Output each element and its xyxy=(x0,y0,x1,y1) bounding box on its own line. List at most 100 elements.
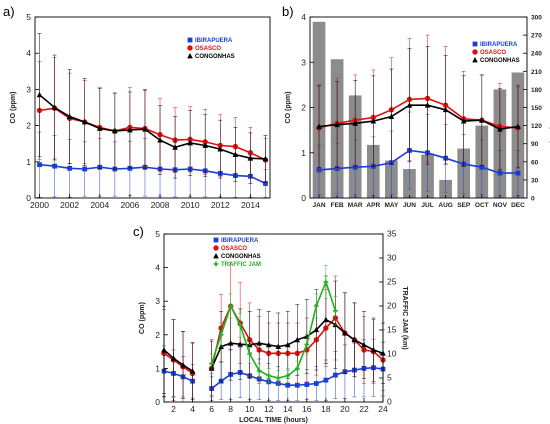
y-tick-label: 4 xyxy=(301,12,306,22)
data-point xyxy=(265,341,272,348)
data-point xyxy=(316,123,322,129)
y-tick-label: 2 xyxy=(301,103,306,113)
data-point xyxy=(67,165,73,171)
y-tick-label: 5 xyxy=(26,12,31,22)
y2-tick-label: 5 xyxy=(387,373,392,383)
legend-marker xyxy=(213,237,219,243)
data-point xyxy=(180,362,186,368)
legend-marker xyxy=(187,37,193,43)
panel-b: 0 1 2 3 4 0 30 60 90 120 150 180 210 240 270 300 JAN FEB M… xyxy=(282,4,550,209)
x-tick-label: 8 xyxy=(228,404,233,414)
y-tick-label: 0 xyxy=(26,193,31,203)
data-point xyxy=(52,163,57,169)
data-point xyxy=(479,164,485,170)
data-point xyxy=(351,336,358,343)
legend-label: OSASCO xyxy=(480,50,506,56)
x-tick-label: 2002 xyxy=(60,200,79,210)
data-point xyxy=(217,146,224,152)
data-point xyxy=(284,341,291,348)
legend-marker xyxy=(213,253,219,259)
legend-marker xyxy=(472,41,478,47)
x-tick-label: 2004 xyxy=(90,200,109,210)
data-point xyxy=(323,377,329,383)
y2-tick-label: 0 xyxy=(531,196,535,203)
data-point xyxy=(142,126,148,132)
y2-tick-label: 30 xyxy=(387,253,397,263)
data-point xyxy=(172,144,178,150)
series-line xyxy=(318,149,518,174)
data-point xyxy=(334,121,340,128)
data-point xyxy=(266,373,272,378)
y2-tick-label: 300 xyxy=(531,15,542,22)
legend-marker xyxy=(213,245,219,251)
y2-tick-label: 90 xyxy=(531,141,539,148)
data-point xyxy=(82,166,88,172)
x-tick-label: MAY xyxy=(384,202,399,209)
y-tick-label: 1 xyxy=(26,157,31,167)
y2-tick-label: 20 xyxy=(387,301,397,311)
data-point xyxy=(262,155,269,162)
y-tick-label: 0 xyxy=(301,193,306,203)
data-point xyxy=(332,308,338,314)
legend-marker xyxy=(472,57,478,63)
data-point xyxy=(170,355,177,361)
series-line xyxy=(39,107,266,161)
y2-tick-label: 25 xyxy=(387,277,397,287)
data-point xyxy=(370,118,377,124)
series-line xyxy=(163,366,384,390)
y-tick-label: 4 xyxy=(26,48,31,58)
legend-marker xyxy=(213,261,219,267)
y2-tick-label: 210 xyxy=(531,69,542,76)
x-tick-label: 12 xyxy=(264,404,274,414)
data-point xyxy=(515,170,521,176)
x-tick-label: SEP xyxy=(457,202,471,209)
data-point xyxy=(127,126,133,133)
x-tick-label: 2012 xyxy=(211,200,230,210)
y-tick-label: 4 xyxy=(155,263,160,273)
data-point xyxy=(189,368,196,374)
y2-tick-label: 270 xyxy=(531,33,542,40)
x-tick-label: 2010 xyxy=(181,200,200,210)
panel-label: c) xyxy=(133,224,144,239)
series-line xyxy=(210,279,337,379)
x-tick-label: 18 xyxy=(321,404,331,414)
x-tick-label: 4 xyxy=(190,404,195,414)
data-point xyxy=(232,151,239,157)
x-tick-label: 22 xyxy=(359,404,369,414)
series-congonhas xyxy=(36,32,269,184)
data-point xyxy=(361,341,367,348)
y2-tick-label: 0 xyxy=(387,397,392,407)
data-point xyxy=(218,332,224,338)
data-point xyxy=(157,137,163,143)
data-point xyxy=(285,382,291,388)
y-tick-label: 3 xyxy=(301,57,306,67)
data-point xyxy=(406,102,413,108)
y-tick-label: 0 xyxy=(155,397,160,407)
y2-tick-label: 180 xyxy=(531,87,542,94)
x-tick-label: 2008 xyxy=(151,200,170,210)
x-axis-label: LOCAL TIME (hours) xyxy=(239,417,308,424)
y2-tick-label: 120 xyxy=(531,123,542,130)
legend-marker xyxy=(187,45,193,51)
data-point xyxy=(294,382,300,388)
data-point xyxy=(228,303,234,309)
data-point xyxy=(127,165,133,171)
data-point xyxy=(342,330,348,336)
x-tick-label: AUG xyxy=(438,202,452,209)
y-tick-label: 2 xyxy=(26,121,31,131)
data-point xyxy=(388,113,395,119)
data-point xyxy=(96,125,103,131)
data-point xyxy=(424,102,431,108)
y-tick-label: 3 xyxy=(155,296,160,306)
series-osasco xyxy=(36,57,269,183)
series-line xyxy=(163,304,384,375)
x-tick-label: 2014 xyxy=(241,200,260,210)
y2-tick-label: 60 xyxy=(531,159,539,166)
data-point xyxy=(66,113,73,119)
y-tick-label: 5 xyxy=(155,229,160,239)
data-point xyxy=(263,181,268,186)
x-tick-label: 2 xyxy=(171,404,176,414)
series-line xyxy=(318,104,519,131)
